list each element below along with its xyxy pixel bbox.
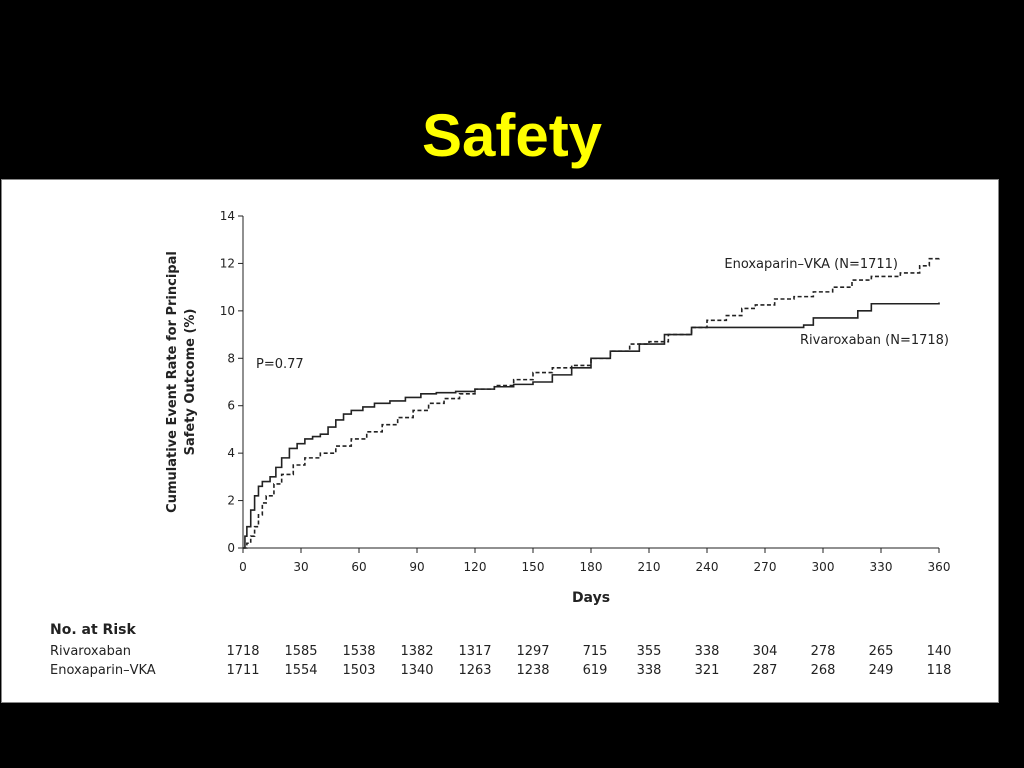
risk-table-cell: 715	[583, 644, 608, 659]
y-tick-label: 8	[227, 351, 235, 365]
y-tick-label: 4	[227, 446, 235, 460]
series-line-enoxaparin-vka	[243, 256, 940, 549]
y-tick-label: 0	[227, 541, 235, 555]
risk-table-cell: 1297	[516, 644, 549, 659]
risk-table-cell: 1238	[516, 663, 549, 678]
series-label-enoxaparin-vka: Enoxaparin–VKA (N=1711)	[724, 257, 898, 272]
x-tick-label: 360	[928, 560, 951, 574]
x-tick-label: 150	[522, 560, 545, 574]
y-tick-label: 12	[220, 256, 235, 270]
risk-table-cell: 265	[869, 644, 894, 659]
risk-table-cell: 1554	[284, 663, 317, 678]
p-value-annotation: P=0.77	[256, 357, 304, 372]
risk-table-cell: 321	[695, 663, 720, 678]
y-tick-label: 10	[220, 304, 235, 318]
risk-row-label-enoxaparin: Enoxaparin–VKA	[50, 663, 156, 678]
risk-table-cell: 1503	[342, 663, 375, 678]
risk-table-header: No. at Risk	[50, 622, 136, 638]
y-tick-label: 6	[227, 399, 235, 413]
risk-table-cell: 140	[927, 644, 952, 659]
x-tick-label: 30	[293, 560, 308, 574]
series-line-rivaroxaban	[243, 302, 940, 549]
series-labels: Rivaroxaban (N=1718) Enoxaparin–VKA (N=17…	[724, 257, 949, 348]
y-axis-label: Cumulative Event Rate for Principal Safe…	[165, 251, 198, 513]
series-label-rivaroxaban: Rivaroxaban (N=1718)	[800, 333, 949, 348]
risk-table-cell: 278	[811, 644, 836, 659]
y-axis-label-line1: Cumulative Event Rate for Principal	[165, 251, 180, 513]
risk-table-cell: 1718	[226, 644, 259, 659]
risk-table-cell: 338	[695, 644, 720, 659]
risk-table-cell: 1585	[284, 644, 317, 659]
series-lines	[243, 256, 940, 549]
x-tick-label: 0	[239, 560, 247, 574]
risk-table-cell: 1538	[342, 644, 375, 659]
x-tick-label: 60	[351, 560, 366, 574]
risk-table-cell: 1382	[400, 644, 433, 659]
x-tick-label: 210	[638, 560, 661, 574]
slide-title: Safety	[421, 102, 603, 169]
risk-table-cell: 268	[811, 663, 836, 678]
risk-table-cell: 249	[869, 663, 894, 678]
x-tick-label: 240	[696, 560, 719, 574]
x-tick-label: 270	[754, 560, 777, 574]
risk-table-cell: 304	[753, 644, 778, 659]
risk-table-cell: 118	[927, 663, 952, 678]
risk-table-cell: 1711	[226, 663, 259, 678]
y-tick-label: 14	[220, 209, 235, 223]
risk-table-cell: 338	[637, 663, 662, 678]
risk-table-values: 1718 1585 1538 1382 1317 1297 715 355 338 304 278 2…	[226, 644, 951, 678]
x-tick-label: 330	[870, 560, 893, 574]
y-tick-label: 2	[227, 494, 235, 508]
risk-table-cell: 619	[583, 663, 608, 678]
risk-table-cell: 1340	[400, 663, 433, 678]
x-tick-label: 90	[409, 560, 424, 574]
risk-table-cell: 355	[637, 644, 662, 659]
risk-table-cell: 1263	[458, 663, 491, 678]
risk-table-cell: 287	[753, 663, 778, 678]
x-tick-label: 120	[464, 560, 487, 574]
x-axis-label: Days	[572, 590, 610, 606]
risk-table-cell: 1317	[458, 644, 491, 659]
axes: 0 2 4 6 8 10 12 14 0 30 60 90 120 150 180 210 240 270 300 3…	[220, 209, 951, 574]
y-axis-label-line2: Safety Outcome (%)	[183, 309, 198, 456]
x-tick-label: 180	[580, 560, 603, 574]
km-chart-panel	[1, 179, 999, 703]
x-tick-label: 300	[812, 560, 835, 574]
risk-row-label-rivaroxaban: Rivaroxaban	[50, 644, 131, 659]
